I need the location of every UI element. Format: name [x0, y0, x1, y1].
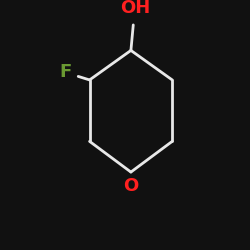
- Text: O: O: [123, 177, 138, 195]
- Text: OH: OH: [120, 0, 151, 17]
- Text: F: F: [59, 63, 71, 81]
